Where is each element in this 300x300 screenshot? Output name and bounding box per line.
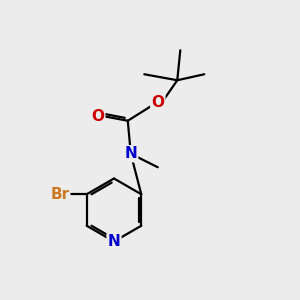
Text: N: N: [108, 234, 120, 249]
Text: Br: Br: [50, 187, 69, 202]
Text: N: N: [124, 146, 137, 161]
Text: O: O: [151, 95, 164, 110]
Text: O: O: [91, 109, 104, 124]
